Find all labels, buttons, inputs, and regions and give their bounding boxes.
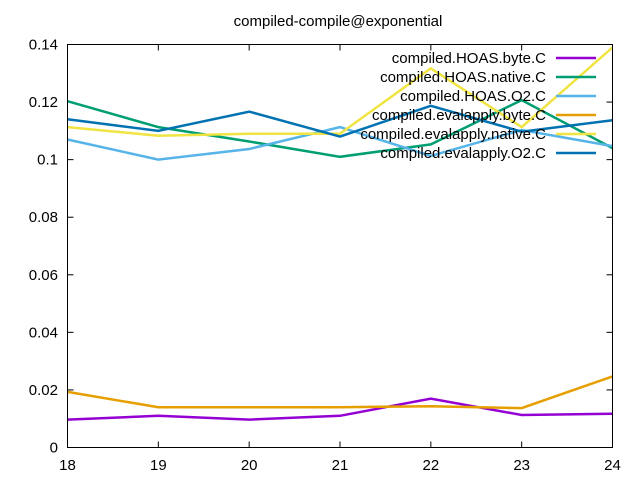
y-tick-label: 0.06 xyxy=(29,267,58,284)
x-tick-label: 19 xyxy=(150,457,167,474)
legend-label: compiled.HOAS.byte.C xyxy=(392,50,546,67)
y-axis: 0 0.02 0.04 0.06 0.08 0.1 0.12 0.14 xyxy=(29,37,613,457)
y-tick-label: 0.02 xyxy=(29,382,58,399)
series-line-compiled-hoas-byte-c xyxy=(67,397,613,421)
series-line-compiled-hoas-native-c xyxy=(67,98,614,159)
x-tick-label: 18 xyxy=(59,457,76,474)
x-tick-label: 24 xyxy=(604,457,621,474)
plot-frame xyxy=(67,44,613,448)
series-line-compiled-evalapply-o2-c xyxy=(67,104,613,138)
chart-title: compiled-compile@exponential xyxy=(234,13,443,30)
x-tick-label: 22 xyxy=(422,457,439,474)
series-line-compiled-hoas-o2-c xyxy=(67,125,613,161)
y-tick-label: 0.04 xyxy=(29,324,58,341)
x-tick-label: 21 xyxy=(332,457,349,474)
x-axis: 18 19 20 21 22 23 24 xyxy=(59,44,621,474)
y-tick-label: 0.12 xyxy=(29,94,58,111)
legend-label: compiled.HOAS.O2.C xyxy=(400,88,546,105)
y-tick-label: 0 xyxy=(50,440,58,457)
y-tick-label: 0.1 xyxy=(37,152,58,169)
x-tick-label: 20 xyxy=(241,457,258,474)
legend-label: compiled.evalapply.O2.C xyxy=(380,145,546,162)
series-line-compiled-evalapply-byte-c xyxy=(67,375,613,410)
series-lines xyxy=(67,46,614,421)
legend-label: compiled.HOAS.native.C xyxy=(380,69,546,86)
legend-label: compiled.evalapply.byte.C xyxy=(372,107,546,124)
series-line-compiled-evalapply-native-c xyxy=(67,46,614,138)
y-tick-label: 0.14 xyxy=(29,37,58,54)
legend-label: compiled.evalapply.native.C xyxy=(360,126,546,143)
legend: compiled.HOAS.byte.C compiled.HOAS.native… xyxy=(360,50,596,162)
x-tick-label: 23 xyxy=(513,457,530,474)
y-tick-label: 0.08 xyxy=(29,209,58,226)
